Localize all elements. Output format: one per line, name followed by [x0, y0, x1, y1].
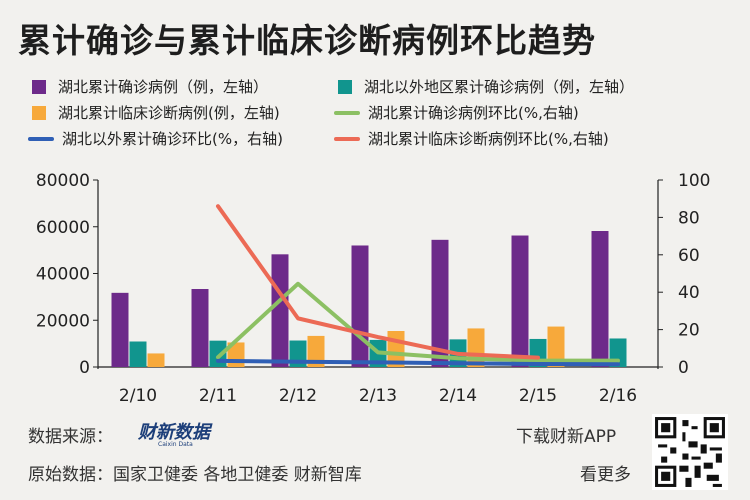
series-line: [216, 204, 540, 360]
chart-title: 累计确诊与累计临床诊断病例环比趋势: [18, 21, 596, 60]
brand-name: 财新数据: [138, 422, 210, 443]
x-tick-label: 2/12: [279, 386, 317, 406]
bar: [129, 341, 147, 367]
legend-swatch: [32, 79, 46, 94]
brand-sub: Caixin Data: [158, 441, 193, 448]
legend: 湖北累计确诊病例（例，左轴） 湖北以外地区累计确诊病例（例，左轴） 湖北累计临床…: [28, 74, 728, 154]
x-tick-label: 2/13: [359, 386, 397, 406]
download-app-link[interactable]: 下载财新APP: [516, 427, 617, 447]
legend-label: 湖北以外地区累计确诊病例（例，左轴）: [364, 78, 635, 96]
legend-item-outside-confirmed-ratio: 湖北以外累计确诊环比(%，右轴): [28, 128, 283, 149]
bar: [591, 230, 609, 367]
legend-item-hubei-clinical: 湖北累计临床诊断病例(例，左轴): [32, 102, 280, 123]
footer-source: 数据来源：: [28, 422, 113, 447]
bar: [147, 353, 165, 367]
y-left-tick-label: 0: [79, 358, 90, 378]
x-tick-label: 2/11: [199, 386, 237, 406]
legend-item-hubei-confirmed-ratio: 湖北累计确诊病例环比(%,右轴): [334, 102, 579, 123]
brand-logo: 财新数据 Caixin Data: [138, 418, 210, 448]
legend-label: 湖北累计临床诊断病例环比(%,右轴): [368, 130, 609, 148]
source-label: 数据来源：: [28, 427, 113, 447]
legend-item-hubei-confirmed: 湖北累计确诊病例（例，左轴）: [32, 76, 268, 97]
bar: [467, 328, 485, 367]
legend-item-hubei-clinical-ratio: 湖北累计临床诊断病例环比(%,右轴): [334, 128, 609, 149]
bar: [271, 254, 289, 367]
y-right-tick-label: 40: [678, 283, 700, 303]
legend-label: 湖北累计确诊病例（例，左轴）: [58, 78, 269, 96]
series-line: [216, 358, 620, 367]
x-tick-label: 2/15: [519, 386, 557, 406]
legend-swatch: [338, 79, 352, 94]
bar: [307, 335, 325, 367]
legend-swatch: [334, 110, 360, 115]
y-left-tick-label: 60000: [36, 218, 90, 238]
x-tick-label: 2/10: [119, 386, 157, 406]
x-tick-label: 2/16: [599, 386, 637, 406]
legend-swatch: [28, 136, 54, 141]
bar: [547, 326, 565, 367]
y-right-tick-label: 80: [678, 208, 700, 228]
y-left-tick-label: 80000: [36, 171, 90, 191]
y-right-tick-label: 100: [678, 171, 710, 191]
see-more-link[interactable]: 看更多: [580, 465, 631, 485]
combo-chart: 0 20000 40000 60000 80000 0 20 40 60 80 100 2/10 2/1…: [36, 171, 711, 406]
bar: [191, 289, 209, 367]
y-left-tick-label: 40000: [36, 265, 90, 285]
y-right-tick-label: 20: [678, 321, 700, 341]
legend-label: 湖北以外累计确诊环比(%，右轴): [62, 130, 283, 148]
bar: [351, 245, 369, 367]
y-left-tick-label: 20000: [36, 311, 90, 331]
qr-code-icon[interactable]: [652, 414, 728, 490]
legend-label: 湖北累计临床诊断病例(例，左轴): [58, 104, 280, 122]
origin-data: 原始数据：国家卫健委 各地卫健委 财新智库: [28, 465, 362, 485]
x-tick-label: 2/14: [439, 386, 477, 406]
y-right-tick-label: 0: [678, 358, 689, 378]
legend-label: 湖北累计确诊病例环比(%,右轴): [368, 104, 579, 122]
legend-item-outside-confirmed: 湖北以外地区累计确诊病例（例，左轴）: [338, 76, 634, 97]
legend-swatch: [32, 105, 46, 120]
series-line: [216, 281, 620, 363]
y-right-tick-label: 60: [678, 246, 700, 266]
bar: [511, 235, 529, 367]
bar: [111, 292, 129, 367]
bar: [431, 239, 449, 367]
legend-swatch: [334, 136, 360, 141]
